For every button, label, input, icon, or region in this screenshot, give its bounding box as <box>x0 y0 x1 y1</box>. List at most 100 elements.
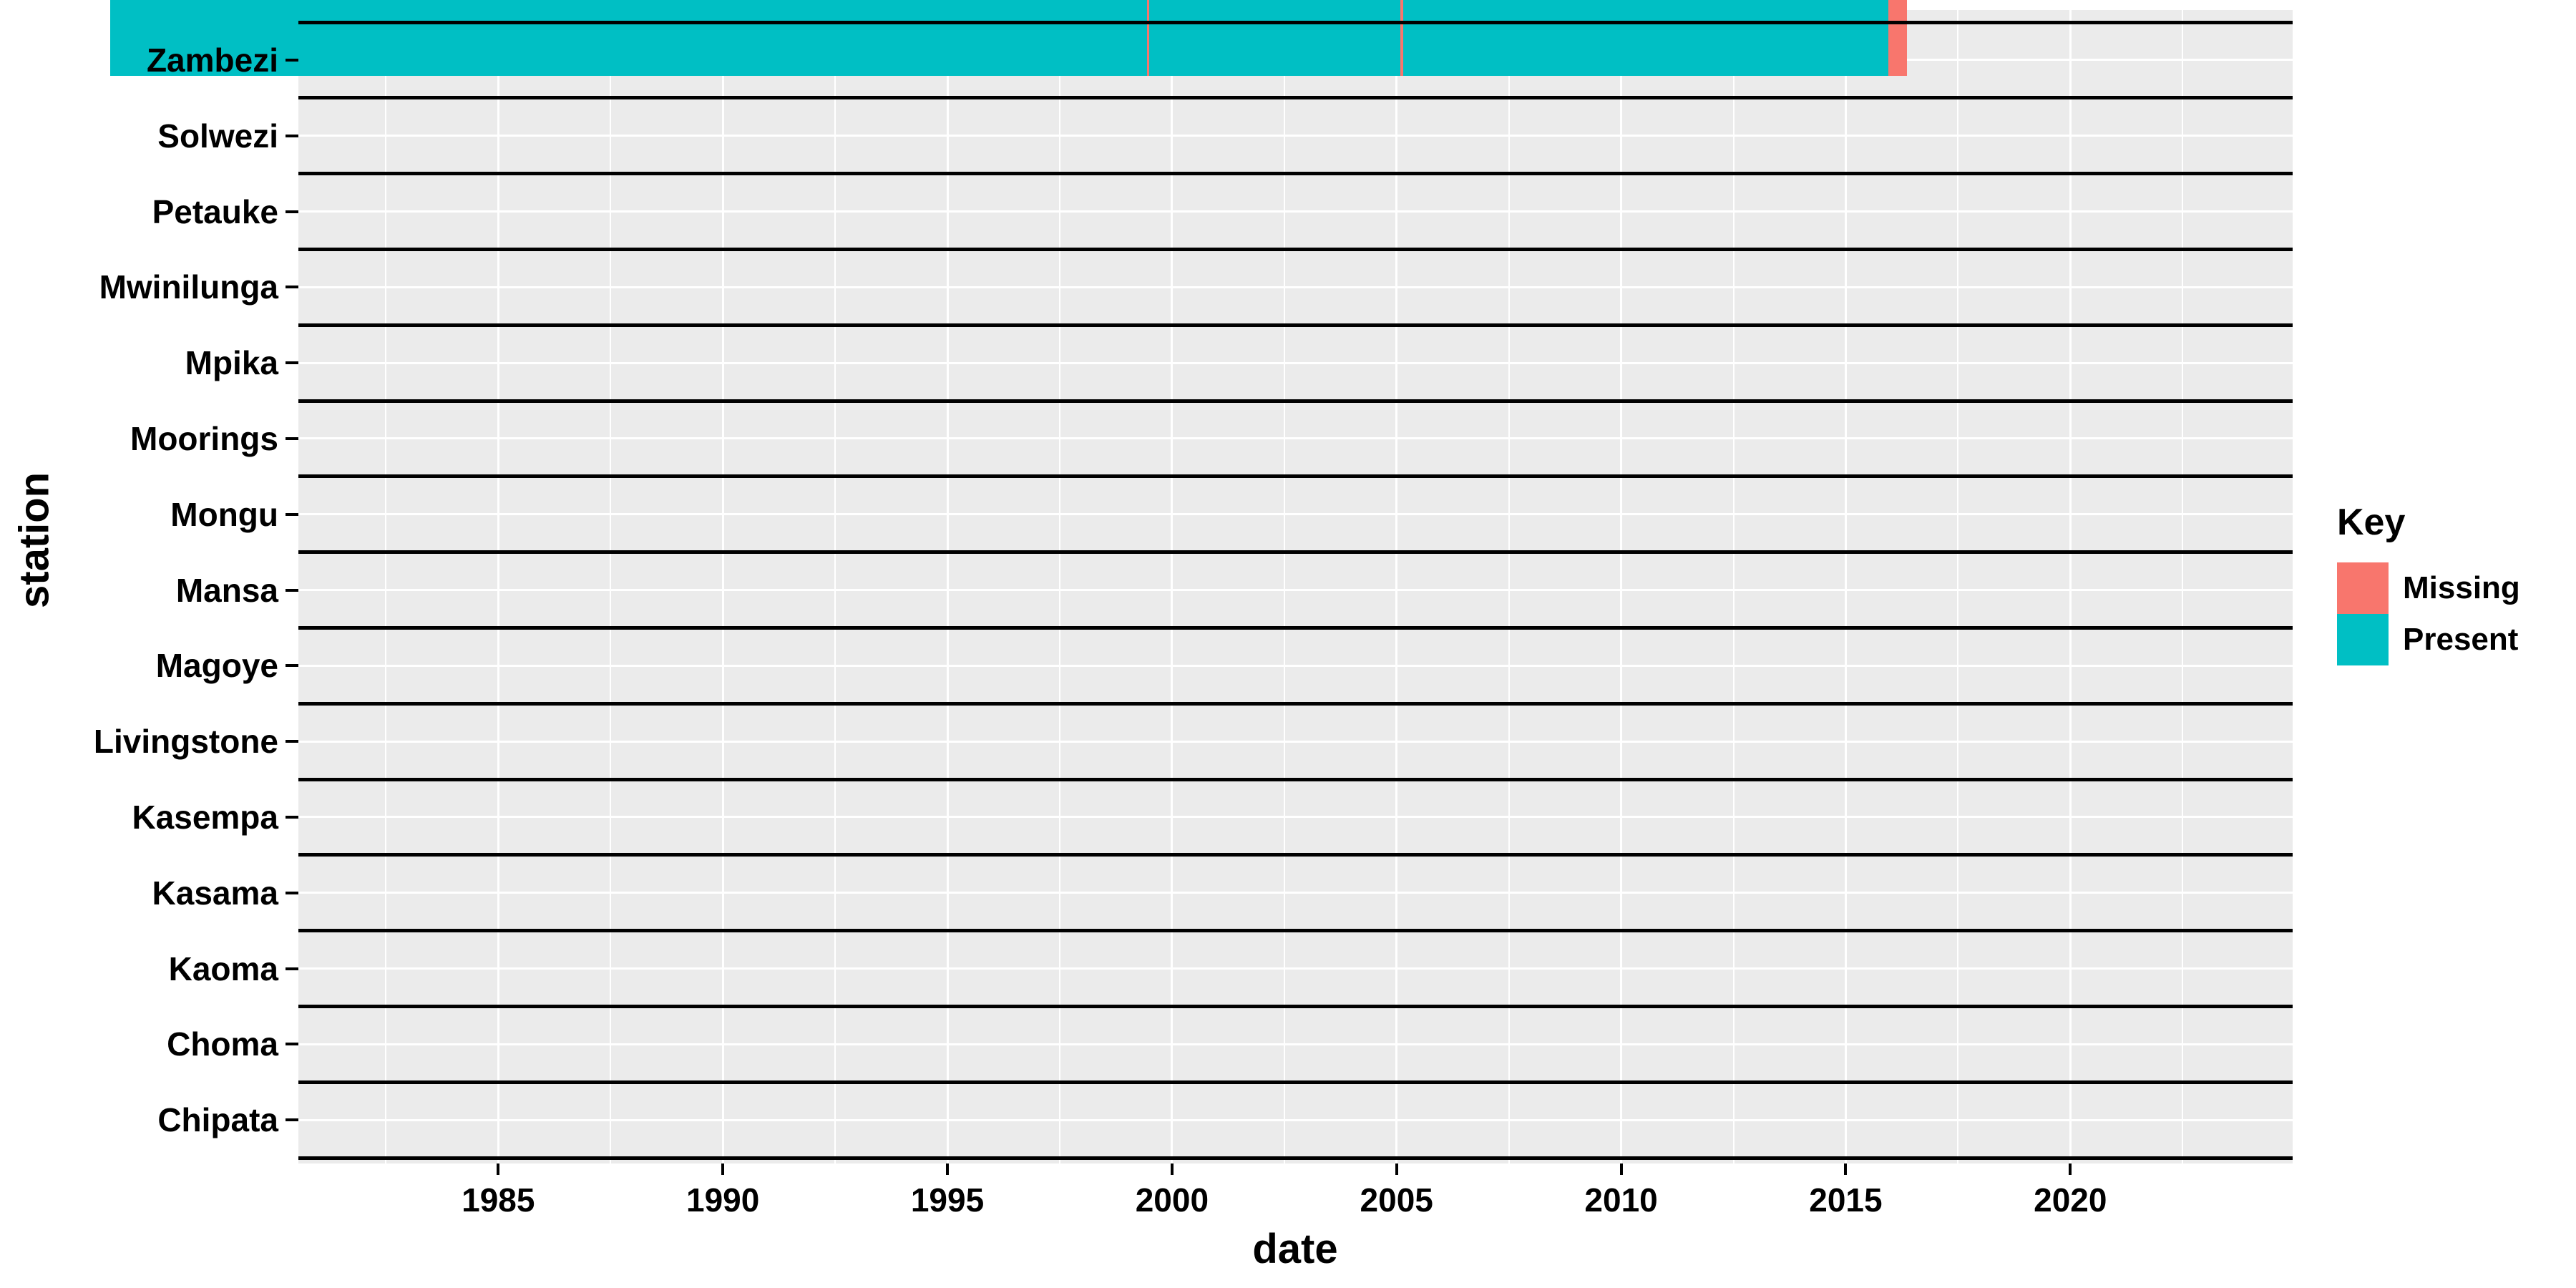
legend-title: Key <box>2337 502 2406 543</box>
legend-label-present: Present <box>2403 622 2519 657</box>
y-tick <box>286 740 298 743</box>
y-tick <box>286 891 298 894</box>
present-segment <box>109 0 1907 76</box>
x-tick-label: 2020 <box>2034 1181 2107 1219</box>
station-row <box>0 0 1994 1136</box>
major-gridline <box>298 664 2293 667</box>
x-tick-label: 2005 <box>1360 1181 1433 1219</box>
y-tick <box>286 210 298 213</box>
missing-swatch <box>2337 562 2389 614</box>
y-tick-label: Mansa <box>175 571 278 609</box>
row-border-line <box>298 96 2293 100</box>
x-tick-label: 1985 <box>462 1181 535 1219</box>
row-border-line <box>298 625 2293 630</box>
major-gridline <box>298 513 2293 516</box>
major-gridline <box>1171 10 1174 1163</box>
x-tick-label: 2015 <box>1809 1181 1883 1219</box>
minor-gridline <box>385 10 387 1163</box>
y-tick <box>286 1118 298 1122</box>
legend-item-missing: Missing <box>2337 562 2573 614</box>
y-tick <box>286 134 298 137</box>
x-tick-label: 2010 <box>1584 1181 1658 1219</box>
x-tick <box>1170 1163 1174 1175</box>
row-border-line <box>298 777 2293 781</box>
y-tick-label: Petauke <box>152 192 278 230</box>
y-tick-label: Kasempa <box>132 798 278 836</box>
major-gridline <box>298 740 2293 743</box>
y-tick <box>286 361 298 365</box>
y-tick <box>286 967 298 970</box>
y-tick-label: Zambezi <box>146 41 278 79</box>
y-tick <box>286 512 298 516</box>
legend-label-missing: Missing <box>2403 570 2520 605</box>
y-tick <box>286 815 298 819</box>
row-border-line <box>298 1080 2293 1084</box>
missing-segment <box>1400 0 1403 76</box>
x-tick <box>721 1163 725 1175</box>
y-tick <box>286 664 298 668</box>
x-tick <box>2069 1163 2072 1175</box>
major-gridline <box>2069 10 2072 1163</box>
row-border-line <box>298 323 2293 327</box>
x-tick <box>1844 1163 1848 1175</box>
minor-gridline <box>2182 10 2184 1163</box>
minor-gridline <box>834 10 836 1163</box>
major-gridline <box>298 286 2293 288</box>
major-gridline <box>1620 10 1623 1163</box>
major-gridline <box>298 1043 2293 1045</box>
y-tick-label: Livingstone <box>93 723 278 761</box>
y-tick <box>286 588 298 592</box>
y-tick-label: Moorings <box>130 419 278 457</box>
row-border-line <box>298 20 2293 24</box>
y-tick-label: Magoye <box>155 647 278 685</box>
minor-gridline <box>1957 10 1959 1163</box>
major-gridline <box>946 10 949 1163</box>
y-tick-label: Mpika <box>185 344 278 382</box>
y-tick <box>286 436 298 440</box>
y-tick-label: Kaoma <box>168 950 278 987</box>
minor-gridline <box>1732 10 1735 1163</box>
row-border-line <box>298 550 2293 555</box>
major-gridline <box>298 816 2293 819</box>
x-tick <box>946 1163 950 1175</box>
panel-background <box>298 10 2293 1163</box>
x-tick <box>1395 1163 1398 1175</box>
x-axis-title: date <box>1252 1226 1338 1272</box>
x-tick <box>1619 1163 1623 1175</box>
row-border-line <box>298 1004 2293 1008</box>
major-gridline <box>298 892 2293 894</box>
minor-gridline <box>1283 10 1285 1163</box>
y-tick-label: Choma <box>167 1025 278 1063</box>
legend: Key Missing Present <box>2337 501 2573 665</box>
y-axis-title: station <box>11 472 58 608</box>
row-border-line <box>298 929 2293 933</box>
x-tick-label: 2000 <box>1135 1181 1209 1219</box>
major-gridline <box>298 361 2293 364</box>
major-gridline <box>298 210 2293 213</box>
missing-segment <box>1146 0 1149 76</box>
y-tick-label: Mongu <box>170 495 278 533</box>
x-tick-label: 1990 <box>686 1181 760 1219</box>
y-tick <box>286 58 298 62</box>
minor-gridline <box>1058 10 1060 1163</box>
major-gridline <box>298 1118 2293 1121</box>
x-tick <box>497 1163 500 1175</box>
y-tick <box>286 286 298 289</box>
minor-gridline <box>1508 10 1510 1163</box>
major-gridline <box>721 10 724 1163</box>
y-tick-label: Kasama <box>152 874 278 912</box>
y-tick-label: Mwinilunga <box>99 268 278 306</box>
x-tick-label: 1995 <box>910 1181 985 1219</box>
row-border-line <box>298 1156 2293 1160</box>
major-gridline <box>1844 10 1847 1163</box>
y-tick-label: Chipata <box>157 1101 278 1139</box>
missing-segment <box>1888 0 1907 76</box>
major-gridline <box>497 10 499 1163</box>
y-tick <box>286 1043 298 1046</box>
major-gridline <box>298 437 2293 440</box>
major-gridline <box>298 967 2293 970</box>
row-border-line <box>298 853 2293 857</box>
row-border-line <box>298 247 2293 251</box>
